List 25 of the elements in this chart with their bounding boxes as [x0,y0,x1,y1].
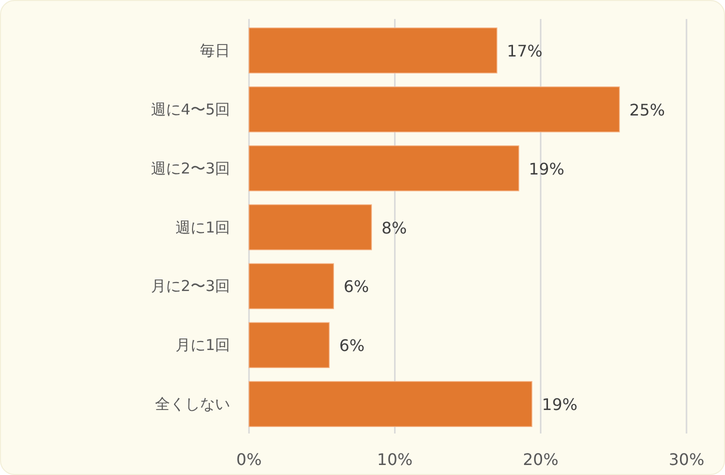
y-tick-label: 月に1回 [175,336,230,354]
y-tick-label: 毎日 [200,41,230,60]
data-label: 19% [528,159,564,178]
bar [248,28,498,74]
bar [248,381,532,427]
bar [248,263,334,310]
data-label: 6% [344,277,369,296]
x-tick-label: 10% [377,450,413,469]
y-tick-label: 週に1回 [175,218,230,236]
data-label: 8% [382,218,407,238]
y-tick-label: 週に4〜5回 [150,100,230,118]
x-tick-label: 20% [522,450,558,469]
x-tick-label: 30% [668,450,704,469]
bar [248,322,330,368]
y-tick-label: 全くしない [155,395,230,414]
data-label: 6% [339,336,365,356]
x-tick-label: 0% [236,450,262,469]
bar [248,204,372,250]
bar [248,145,520,192]
data-label: 19% [542,395,578,414]
data-label: 25% [629,100,665,120]
y-tick-label: 月に2〜3回 [150,277,230,296]
bar [248,86,620,132]
data-label: 17% [506,41,542,60]
y-tick-label: 週に2〜3回 [150,159,230,178]
